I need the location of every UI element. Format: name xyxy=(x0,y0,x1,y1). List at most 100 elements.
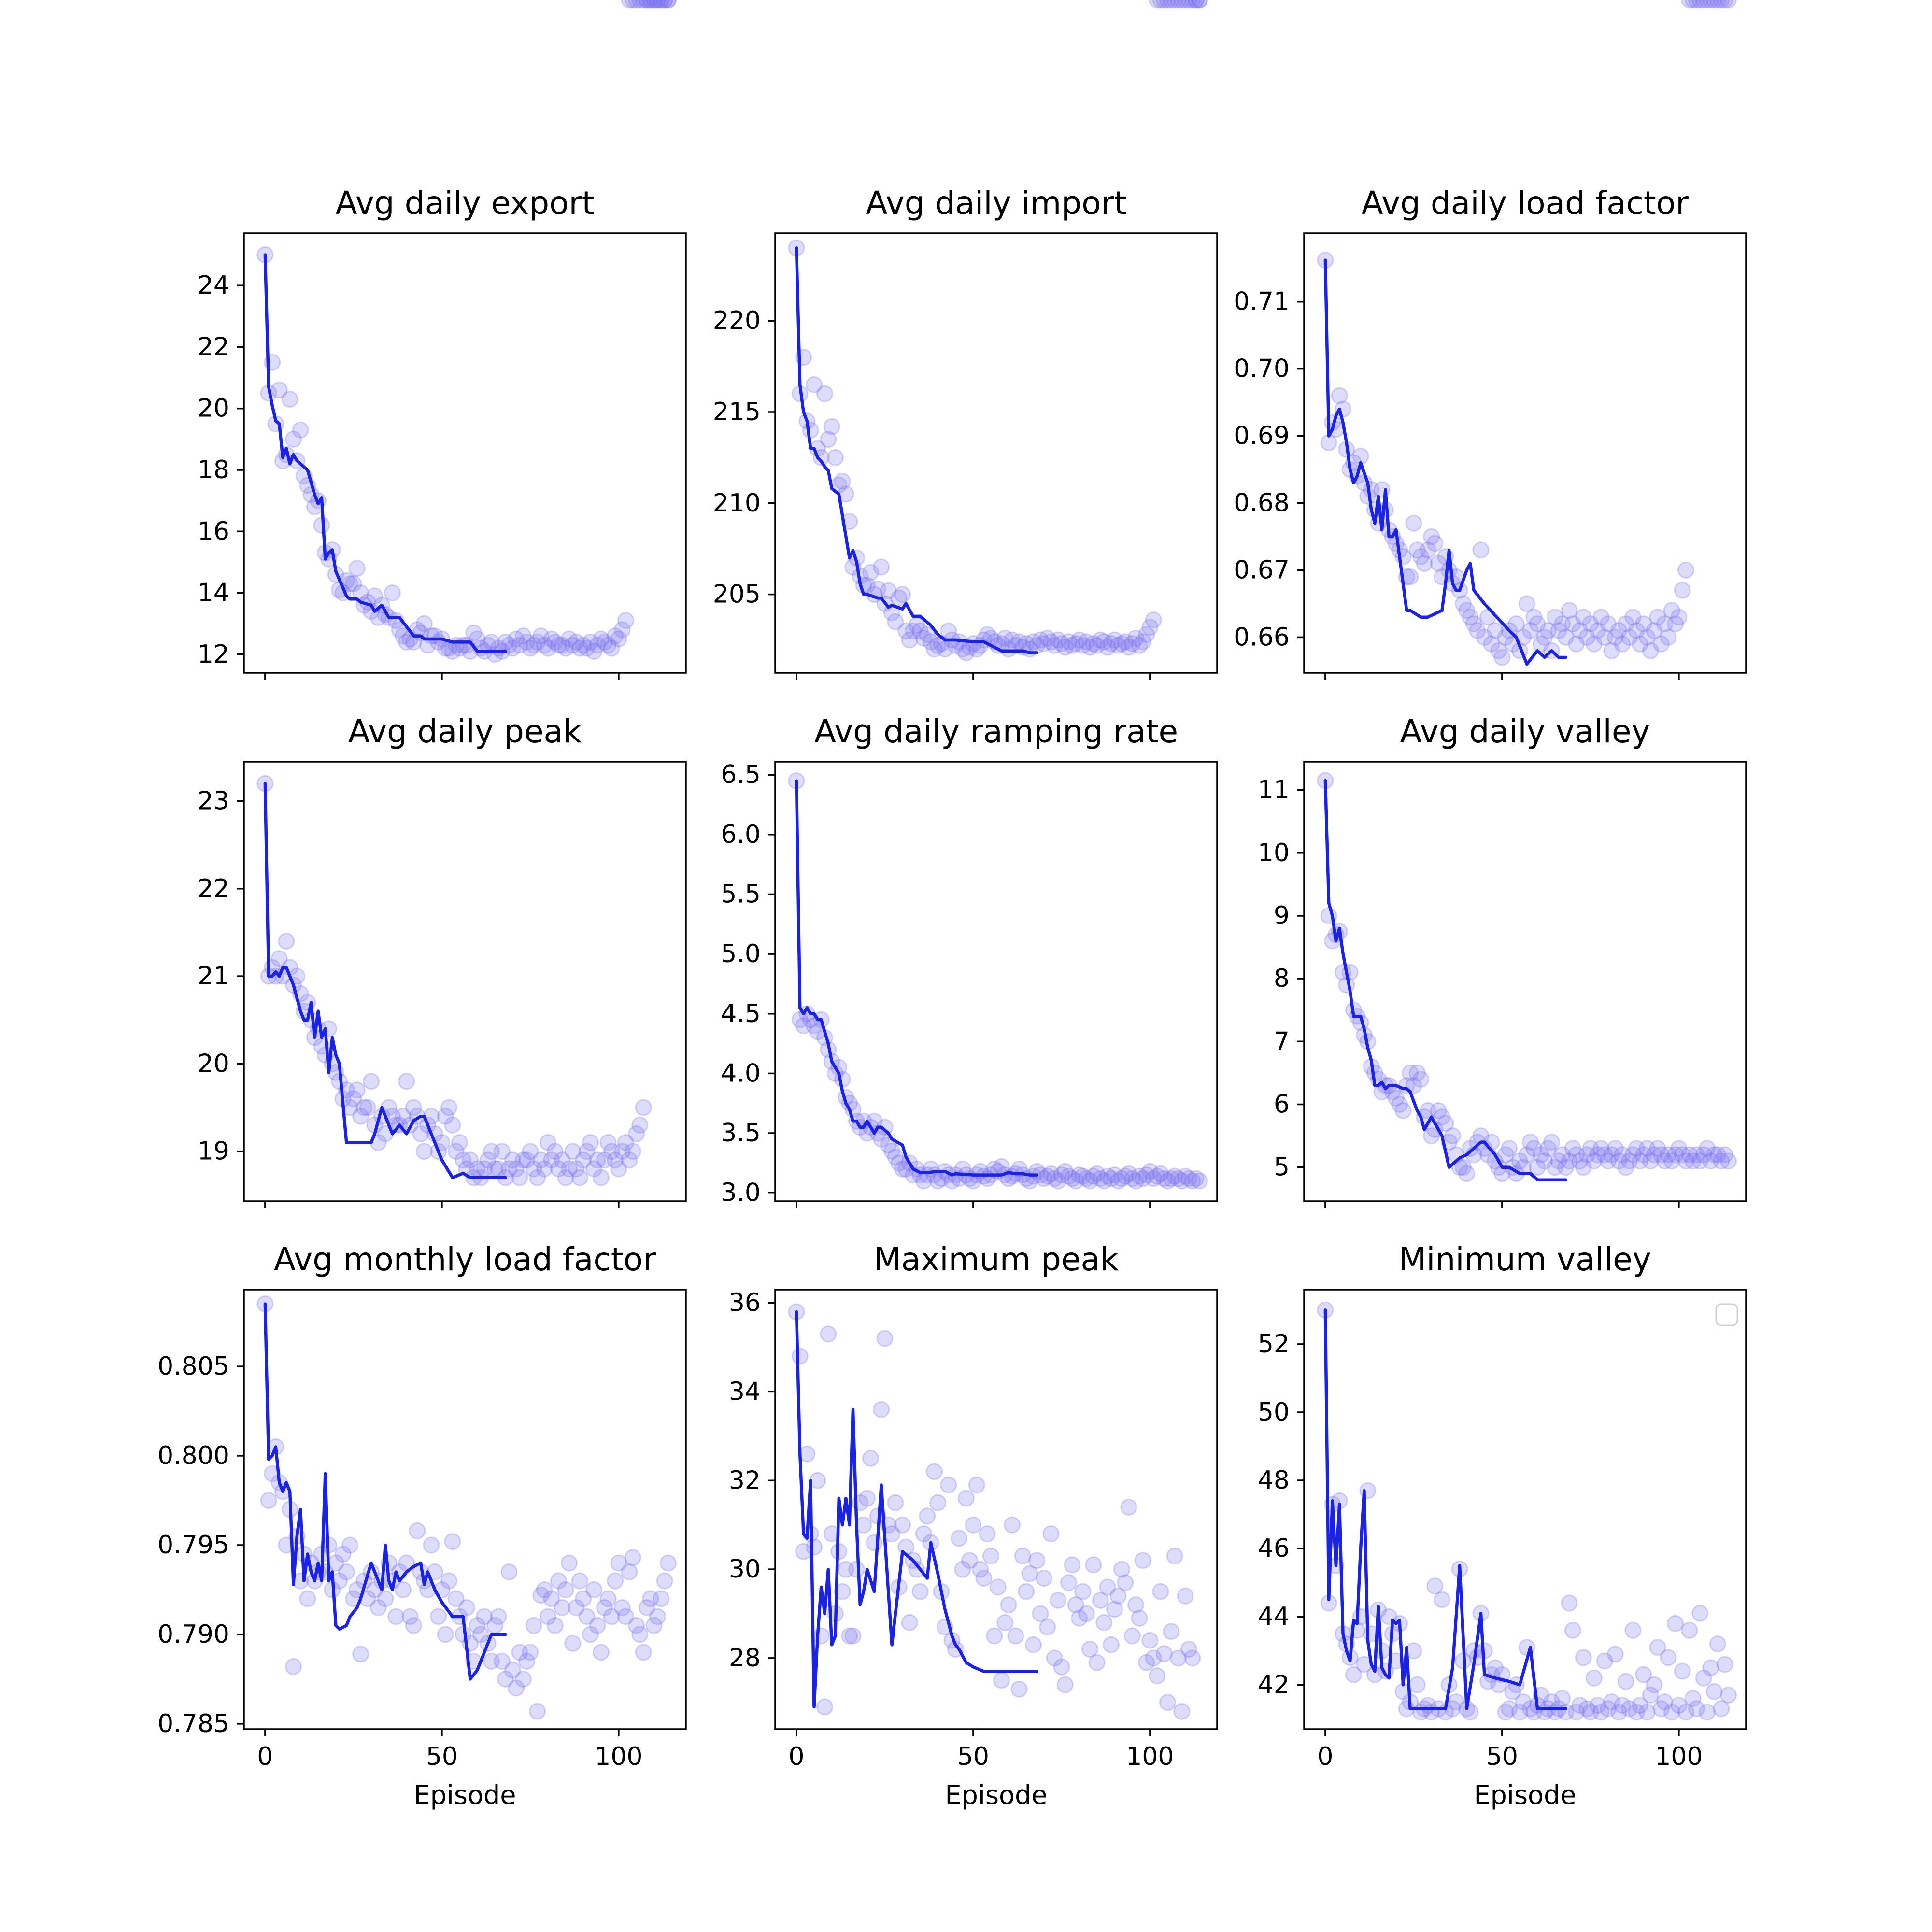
scatter-point xyxy=(1592,1140,1610,1157)
scatter-point xyxy=(1117,1574,1134,1591)
scatter-point xyxy=(1525,609,1543,626)
scatter-point xyxy=(1434,1108,1450,1126)
scatter-point xyxy=(1120,639,1137,656)
scatter-point xyxy=(514,1151,532,1169)
scatter-point xyxy=(901,1614,918,1631)
scatter-point xyxy=(979,1525,996,1543)
y-tick-label: 0.69 xyxy=(1234,422,1290,451)
scatter-point xyxy=(1667,1615,1684,1632)
scatter-point xyxy=(1149,0,1166,9)
scatter-point xyxy=(1592,1704,1610,1721)
scatter-point xyxy=(1170,0,1187,9)
scatter-point xyxy=(554,1599,571,1616)
x-tick-label: 100 xyxy=(1126,1742,1174,1771)
scatter-point xyxy=(1568,1704,1585,1721)
scatter-point xyxy=(560,630,578,648)
scatter-point xyxy=(1642,642,1659,659)
scatter-point xyxy=(1106,631,1123,649)
scatter-point xyxy=(405,1099,422,1116)
scatter-point xyxy=(607,1572,624,1590)
subplot-title: Avg daily valley xyxy=(1400,713,1650,750)
y-tick-label: 3.0 xyxy=(721,1179,761,1208)
scatter-point xyxy=(961,639,979,656)
scatter-point xyxy=(1035,1570,1052,1587)
y-tick-label: 22 xyxy=(198,874,229,903)
scatter-point xyxy=(631,1116,649,1134)
scatter-point xyxy=(1553,615,1571,633)
scatter-point xyxy=(409,1522,426,1539)
scatter-point xyxy=(1716,1656,1733,1673)
scatter-point xyxy=(1716,0,1733,9)
scatter-point xyxy=(993,1672,1010,1689)
scatter-point xyxy=(1614,1697,1631,1714)
scatter-point xyxy=(1670,1140,1688,1157)
scatter-point xyxy=(1606,628,1624,646)
scatter-point xyxy=(653,0,670,9)
scatter-point xyxy=(1391,1096,1408,1113)
scatter-point xyxy=(1053,635,1070,653)
scatter-point xyxy=(1123,635,1141,653)
scatter-point xyxy=(557,1169,574,1186)
subplot-title: Avg daily peak xyxy=(348,713,582,750)
y-tick-label: 0.67 xyxy=(1234,555,1290,584)
scatter-point xyxy=(394,1581,412,1598)
y-tick-label: 0.785 xyxy=(157,1709,229,1738)
scatter-point xyxy=(887,613,904,630)
scatter-point xyxy=(582,1134,599,1151)
scatter-point xyxy=(568,633,585,651)
scatter-point xyxy=(820,1325,837,1343)
scatter-point xyxy=(621,0,638,9)
scatter-point xyxy=(585,1160,603,1178)
scatter-point xyxy=(1071,1609,1088,1627)
scatter-point xyxy=(1501,1700,1518,1718)
scatter-point xyxy=(1624,1621,1642,1639)
scatter-point xyxy=(405,1617,422,1634)
scatter-point xyxy=(589,1617,606,1634)
scatter-point xyxy=(1042,633,1060,651)
scatter-point xyxy=(1578,628,1596,646)
scatter-point xyxy=(1191,0,1208,9)
scatter-point xyxy=(1695,0,1712,9)
scatter-point xyxy=(1170,1649,1187,1667)
scatter-point xyxy=(986,1627,1003,1645)
scatter-point xyxy=(908,1561,925,1578)
scatter-point xyxy=(1603,642,1620,659)
scatter-point xyxy=(1180,1641,1197,1658)
y-tick-label: 11 xyxy=(1258,776,1290,805)
scatter-point xyxy=(564,637,582,654)
scatter-point xyxy=(621,1563,638,1580)
scatter-point xyxy=(802,422,819,439)
scatter-point xyxy=(1159,1694,1176,1711)
scatter-point xyxy=(1134,633,1151,651)
scatter-point xyxy=(550,1160,567,1178)
scatter-point xyxy=(285,1658,302,1675)
scatter-point xyxy=(972,1561,989,1578)
scatter-point xyxy=(901,631,918,649)
scatter-point xyxy=(834,473,851,490)
scatter-point xyxy=(1053,1166,1070,1184)
y-tick-label: 4.5 xyxy=(721,999,761,1028)
scatter-point xyxy=(525,1617,542,1634)
scatter-point xyxy=(1187,0,1205,9)
scatter-point xyxy=(1585,635,1603,653)
scatter-point xyxy=(568,1599,585,1616)
scatter-point xyxy=(1437,1115,1454,1132)
scatter-point xyxy=(603,1143,620,1160)
y-tick-label: 42 xyxy=(1258,1670,1290,1699)
scatter-point xyxy=(613,621,631,639)
scatter-point xyxy=(1684,0,1702,9)
scatter-point xyxy=(1620,1152,1638,1170)
scatter-point xyxy=(639,0,655,9)
scatter-point xyxy=(1032,1605,1049,1622)
scatter-point xyxy=(1074,1583,1092,1600)
scatter-point xyxy=(876,1330,894,1347)
scatter-point xyxy=(996,1614,1014,1631)
scatter-point xyxy=(1670,609,1688,626)
scatter-point xyxy=(957,1490,975,1507)
scatter-point xyxy=(514,627,532,645)
scatter-point xyxy=(848,1561,865,1578)
scatter-point xyxy=(1638,1704,1656,1721)
scatter-point xyxy=(975,1570,993,1587)
scatter-point xyxy=(1028,1552,1046,1569)
scatter-point xyxy=(1039,1619,1056,1636)
